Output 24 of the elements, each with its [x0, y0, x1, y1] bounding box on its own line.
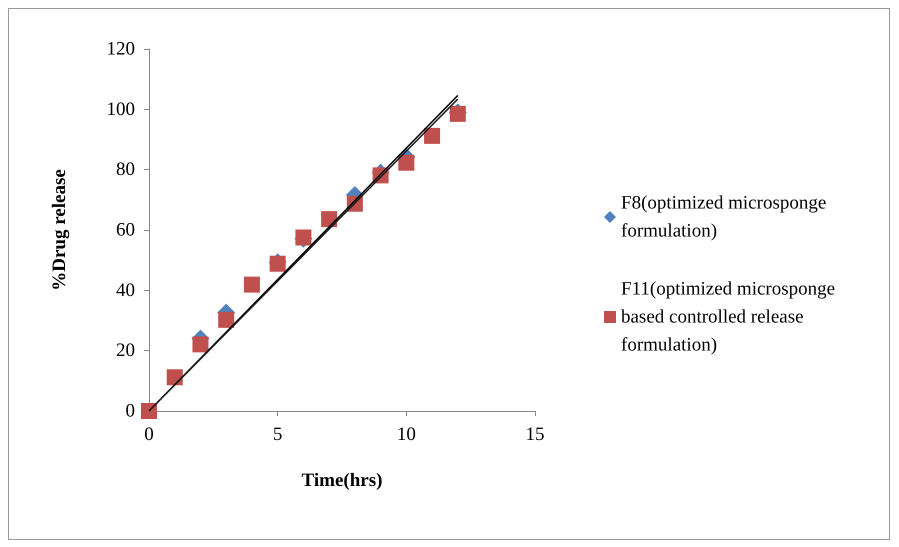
y-tick-label: 100 — [106, 98, 135, 120]
point — [450, 106, 466, 122]
point — [218, 312, 234, 328]
y-tick-label: 60 — [116, 220, 135, 240]
legend-label: F8(optimized microsponge formulation) — [621, 192, 832, 242]
point — [141, 403, 157, 419]
y-tick-label: 120 — [106, 38, 135, 60]
x-tick-label: 10 — [396, 424, 416, 445]
x-tick-label: 5 — [272, 424, 282, 445]
y-tick-label: 80 — [116, 159, 135, 180]
point — [270, 256, 286, 272]
point — [192, 336, 208, 352]
x-tick-label: 0 — [144, 424, 154, 445]
point — [398, 154, 414, 171]
point — [166, 369, 183, 386]
y-tick-label: 20 — [116, 340, 135, 362]
y-axis-title: %Drug release — [49, 169, 70, 291]
legend-label: F11(optimized microsponge based controlled release formulation) — [621, 278, 840, 356]
x-tick-label: 15 — [526, 424, 544, 445]
y-tick-label: 40 — [116, 280, 135, 301]
y-tick-label: 0 — [126, 400, 135, 422]
point — [244, 276, 260, 293]
point — [424, 128, 440, 144]
x-axis-title: Time(hrs) — [302, 470, 382, 491]
